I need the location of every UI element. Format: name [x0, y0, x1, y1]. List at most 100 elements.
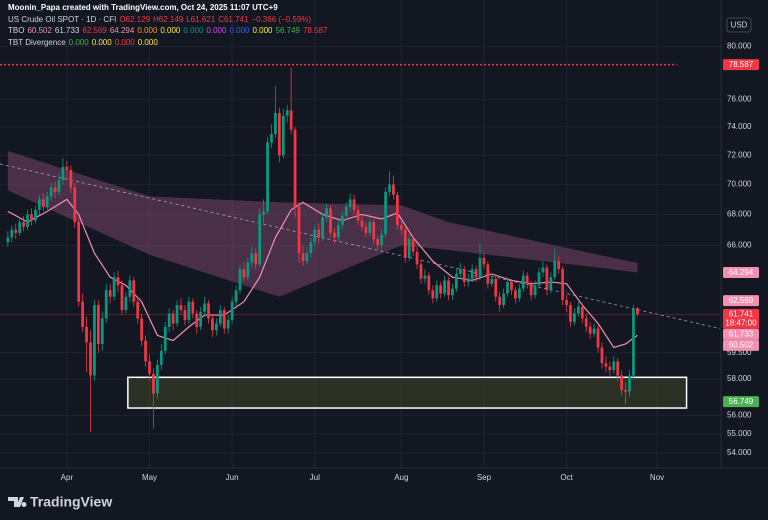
candle-body	[396, 194, 399, 226]
candle-body	[69, 169, 73, 188]
candle-body	[340, 215, 344, 226]
candle-body	[215, 323, 218, 331]
currency-box	[726, 17, 752, 33]
candle-body	[297, 206, 301, 254]
y-tick-label: 80.000	[727, 41, 752, 50]
candle-body	[584, 318, 588, 327]
candle-body	[333, 232, 336, 238]
candle-body	[415, 251, 419, 265]
candle-body	[368, 222, 372, 233]
indicator-value: 64.294	[109, 26, 135, 35]
candle-body	[356, 209, 360, 221]
candle-body	[498, 296, 502, 306]
candle-body	[399, 225, 403, 230]
candle-body	[124, 296, 128, 311]
indicator-value: 0.000	[183, 26, 204, 35]
candle-body	[85, 326, 88, 343]
y-tick-label: 70.000	[727, 180, 752, 189]
candle-body	[258, 214, 262, 265]
x-tick-label: Jul	[310, 473, 320, 482]
candle-body	[569, 305, 572, 322]
candle-body	[159, 350, 163, 365]
candle-body	[191, 301, 195, 314]
candle-body	[592, 328, 596, 334]
candle-body	[183, 310, 187, 321]
candle-body	[360, 220, 364, 227]
candle-body	[364, 226, 368, 233]
candle-body	[439, 285, 443, 294]
candle-body	[45, 196, 49, 207]
candle-body	[120, 285, 124, 311]
candle-body	[525, 275, 529, 284]
candle-body	[293, 129, 297, 207]
candle-body	[317, 229, 321, 238]
symbol: US Crude Oil SPOT · 1D · CFI	[8, 14, 117, 24]
candle-body	[517, 288, 521, 299]
candle-body	[274, 113, 277, 134]
candle-body	[242, 269, 246, 278]
logo-text: TradingView	[30, 494, 112, 510]
candle-body	[132, 280, 136, 302]
candle-body	[262, 211, 265, 215]
price-tag	[723, 266, 759, 278]
candle-body	[392, 184, 395, 195]
y-tick-label: 76.000	[727, 94, 752, 103]
candle-body	[608, 366, 612, 371]
price-tag	[723, 308, 759, 329]
candle-body	[6, 237, 10, 243]
candle-body	[112, 277, 116, 297]
candle-body	[325, 208, 328, 218]
indicator-value: 56.749	[275, 26, 300, 35]
candle-body	[285, 110, 289, 116]
candle-body	[163, 326, 167, 351]
candle-body	[207, 303, 210, 319]
candle-body	[37, 199, 41, 210]
candle-body	[533, 285, 537, 296]
y-tick-label: 59.500	[727, 348, 752, 357]
candle-body	[462, 269, 466, 283]
indicator-name: TBO	[8, 26, 25, 35]
ohlc-value: C61.741	[218, 14, 249, 24]
candle-body	[277, 113, 281, 156]
candle-body	[419, 264, 423, 279]
candle-body	[175, 305, 179, 324]
credit: Moonin_Papa created with TradingView.com…	[8, 3, 278, 12]
candle-body	[57, 180, 61, 192]
candle-body	[474, 269, 478, 278]
candle-body	[620, 375, 624, 390]
candle-body	[616, 361, 620, 376]
price-tag-label: 56.749	[729, 397, 754, 406]
indicator-value: 78.587	[302, 26, 328, 35]
candle-body	[218, 310, 222, 324]
candle-body	[230, 301, 234, 321]
y-tick-label: 55.000	[727, 429, 752, 438]
x-tick-label: Jun	[226, 473, 239, 482]
logo-icon	[8, 497, 27, 507]
candle-body	[494, 278, 498, 297]
indicator-value: 0.000	[68, 37, 89, 47]
legend: Moonin_Papa created with TradingView.com…	[8, 2, 330, 48]
price-tag-time: 18:47:00	[725, 319, 757, 328]
candle-body	[10, 229, 14, 238]
symbol-line: US Crude Oil SPOT · 1D · CFI O62.129 H62.1…	[8, 14, 330, 26]
candle-body	[305, 253, 309, 262]
candle-body	[148, 361, 151, 374]
candle-body	[521, 275, 525, 289]
candle-body	[49, 187, 53, 197]
y-tick-label: 74.000	[727, 122, 752, 131]
candle-body	[89, 342, 92, 376]
x-tick-label: Aug	[394, 473, 408, 482]
candle-body	[403, 229, 407, 258]
candle-body	[372, 222, 376, 240]
candle-body	[573, 313, 576, 322]
candle-body	[156, 364, 159, 394]
indicator-value: 60.502	[27, 26, 52, 35]
candle-body	[588, 326, 592, 334]
candle-body	[73, 187, 77, 223]
indicator-value: 0.000	[229, 26, 250, 35]
candle-body	[348, 199, 352, 207]
candle-body	[553, 261, 557, 278]
candle-body	[447, 280, 450, 296]
